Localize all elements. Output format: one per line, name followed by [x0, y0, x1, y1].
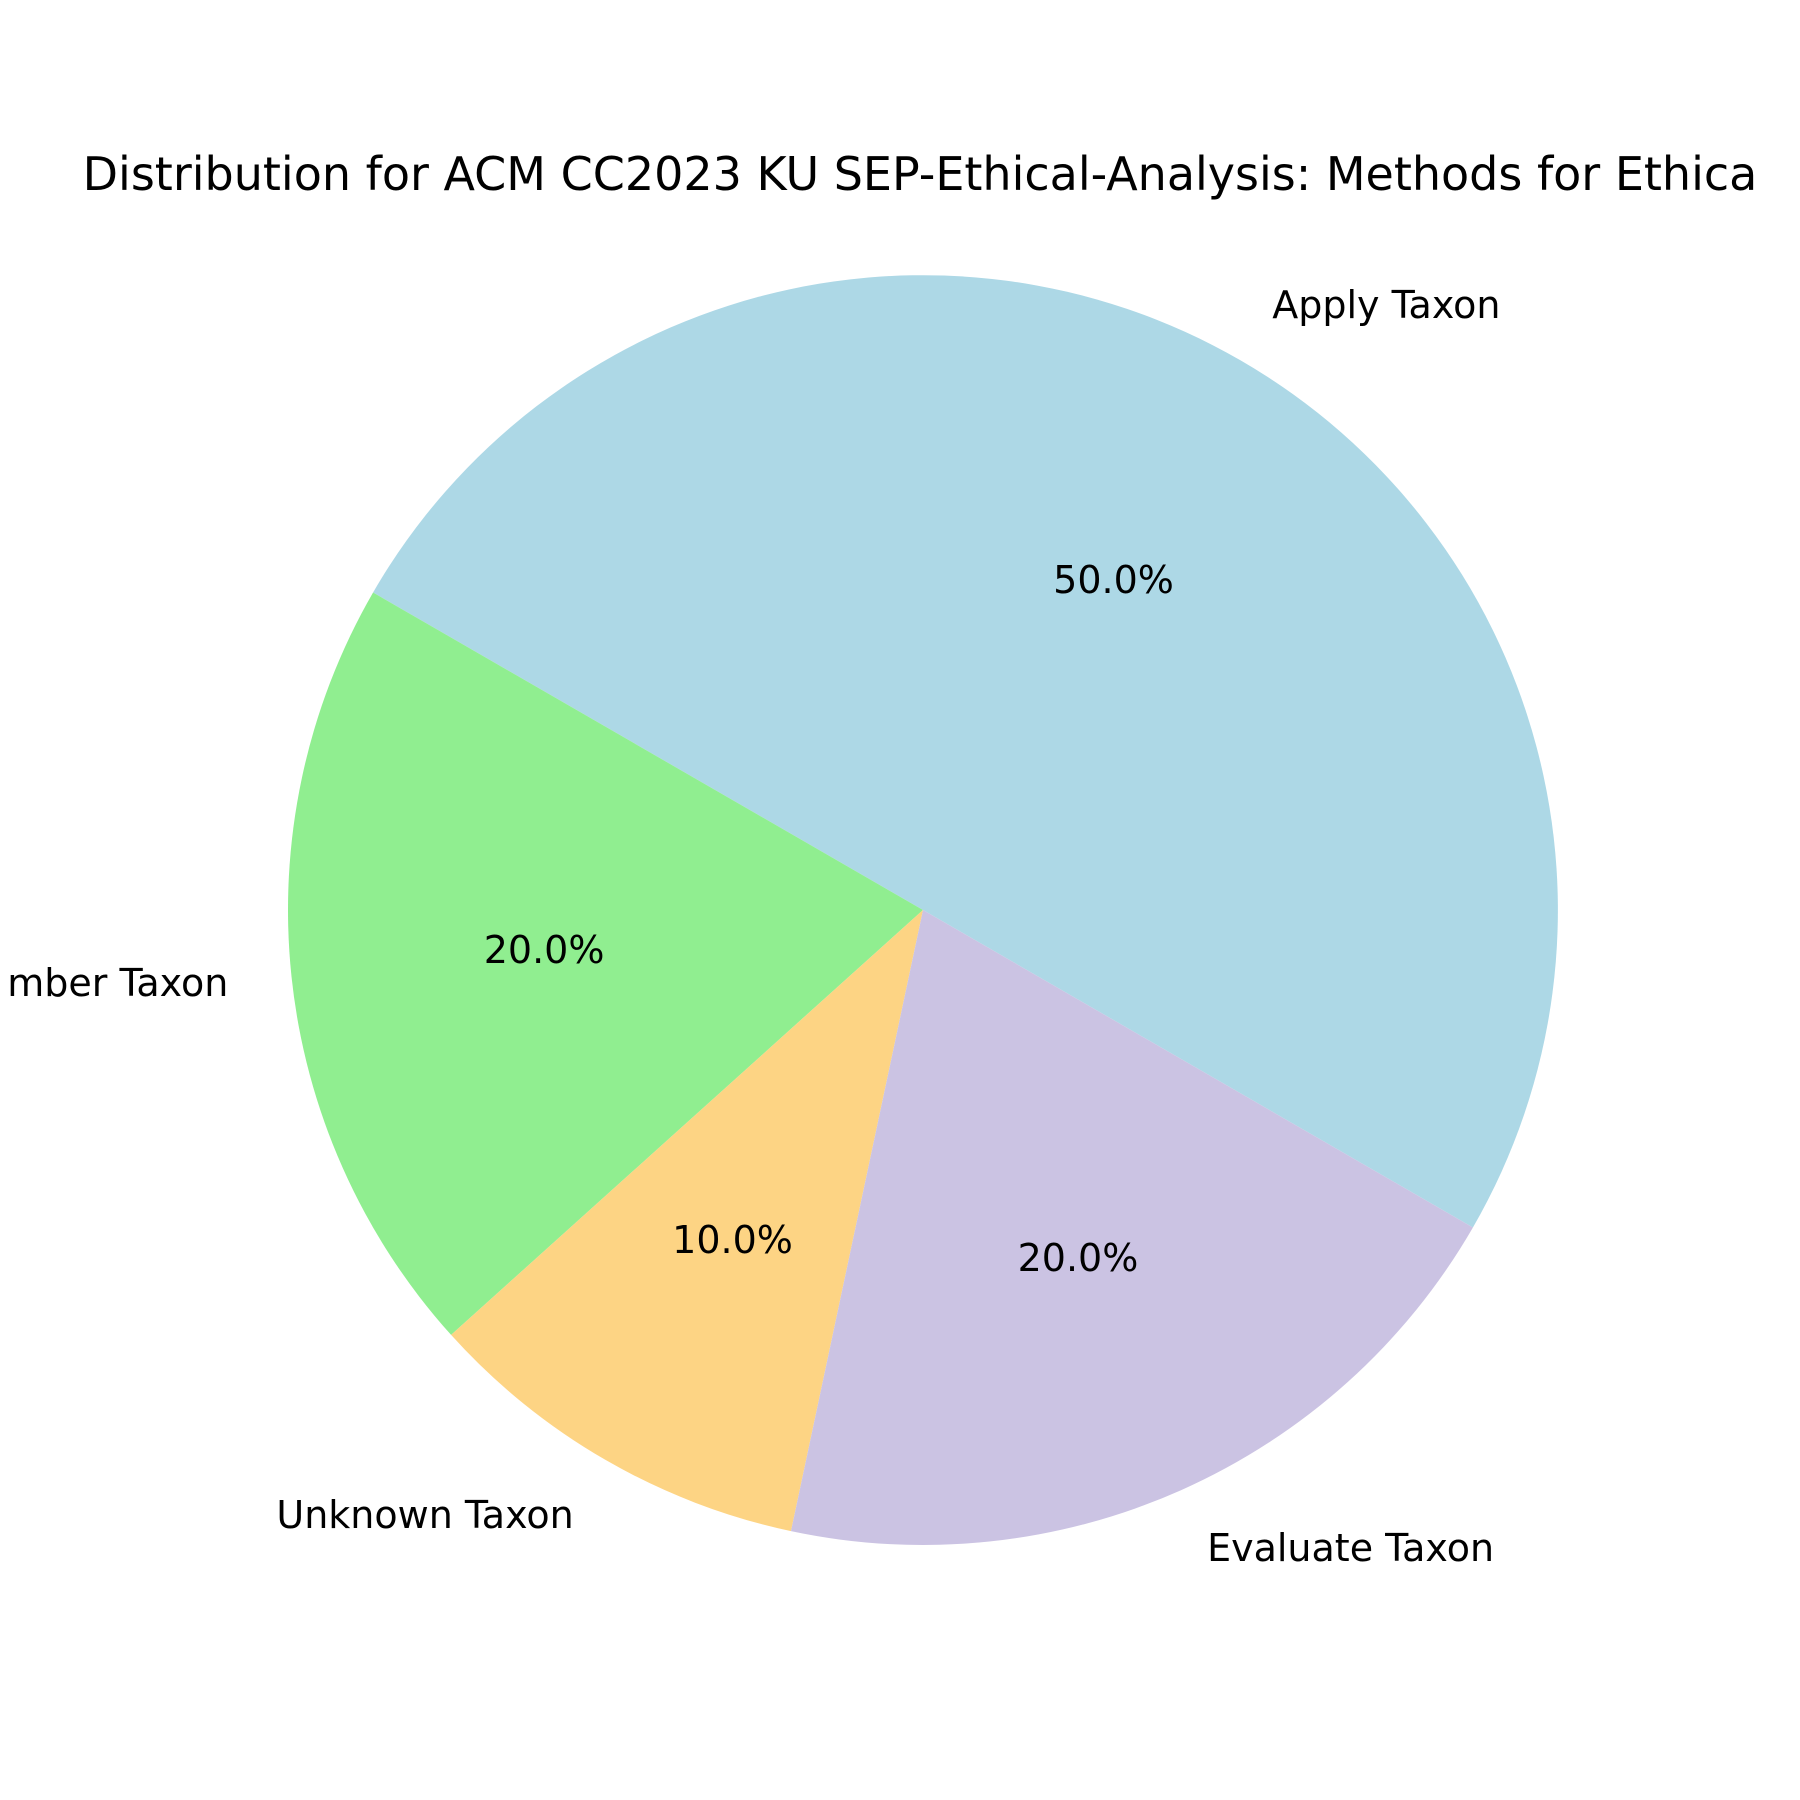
pie-percent-label: 10.0% — [672, 1218, 793, 1262]
chart-title: Distribution for ACM CC2023 KU SEP-Ethic… — [83, 147, 1758, 201]
pie-slice-evaluate-taxon — [790, 910, 1473, 1545]
pie-category-labels: Apply Taxon mber Taxon Unknown Taxon Evalua… — [7, 283, 1500, 1570]
pie-percent-labels: 50.0% 20.0% 10.0% 20.0% — [484, 558, 1174, 1280]
pie-percent-label: 20.0% — [484, 928, 605, 972]
pie-percent-label: 50.0% — [1053, 558, 1174, 602]
pie-category-label: Evaluate Taxon — [1207, 1526, 1494, 1570]
pie-slices — [288, 275, 1558, 1545]
pie-category-label: mber Taxon — [7, 961, 228, 1005]
pie-slice-apply-taxon — [373, 275, 1558, 1228]
pie-slice-unknown-taxon — [451, 910, 923, 1532]
pie-category-label: Apply Taxon — [1272, 283, 1500, 327]
pie-slice-remember-taxon — [288, 592, 923, 1335]
pie-category-label: Unknown Taxon — [276, 1493, 573, 1537]
pie-percent-label: 20.0% — [1018, 1236, 1139, 1280]
